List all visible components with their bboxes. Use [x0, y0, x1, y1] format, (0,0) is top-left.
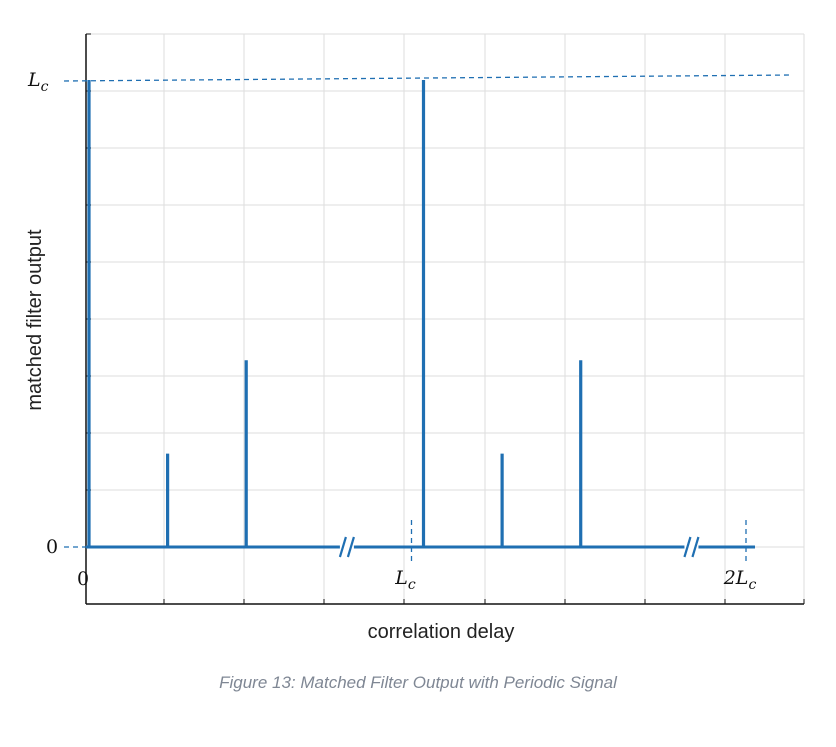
axis-break-gap [339, 536, 354, 558]
x-axis-label: correlation delay [368, 621, 515, 643]
figure-caption: Figure 13: Matched Filter Output with Pe… [219, 673, 617, 692]
axis-break-slash [683, 536, 692, 558]
y-tick-label: 0 [46, 536, 58, 558]
y-tick-label: Lc [27, 69, 49, 95]
x-tick-label: Lc [394, 567, 416, 593]
tick-labels: 0 Lc 0 Lc 2Lc [27, 69, 756, 593]
axis-break-gap [684, 536, 699, 558]
axis-break-slash [338, 536, 347, 558]
grid [85, 33, 805, 605]
axis-break-slash [691, 536, 700, 558]
axis-break-slash [346, 536, 355, 558]
reference-lines [63, 74, 793, 565]
y-axis-label: matched filter output [24, 229, 46, 411]
x-tick-label: 2Lc [723, 567, 757, 593]
matched-filter-chart: 0 Lc 0 Lc 2Lc matched filter output correlat… [24, 33, 805, 643]
peak-reference-line [63, 74, 793, 82]
x-tick-label: 0 [77, 568, 89, 590]
stems [86, 80, 755, 558]
